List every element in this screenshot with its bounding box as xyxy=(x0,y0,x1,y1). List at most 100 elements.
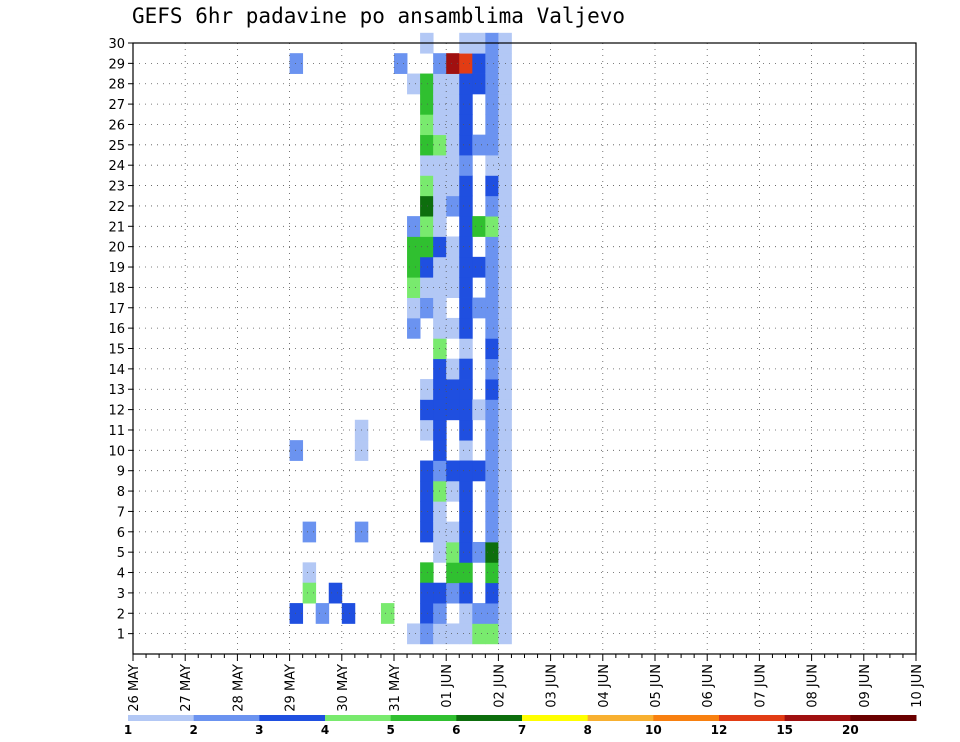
colorbar-label: 2 xyxy=(189,723,197,737)
heatmap-cell xyxy=(446,399,460,421)
heatmap-cell xyxy=(420,236,434,258)
heatmap-cell xyxy=(459,317,473,339)
colorbar-swatch xyxy=(456,715,523,721)
heatmap-cell xyxy=(420,480,434,502)
heatmap-cell xyxy=(446,175,460,197)
heatmap-cell xyxy=(446,277,460,298)
heatmap-cell xyxy=(420,521,434,543)
colorbar-swatch xyxy=(850,715,917,721)
heatmap-cell xyxy=(446,134,460,156)
cells-layer xyxy=(289,32,512,645)
colorbar-swatch xyxy=(784,715,851,721)
heatmap-cell xyxy=(485,562,499,584)
colorbar-swatch xyxy=(128,715,195,721)
y-tick-label: 3 xyxy=(117,587,125,602)
heatmap-cell xyxy=(407,216,421,237)
heatmap-cell xyxy=(420,216,434,237)
y-tick-label: 30 xyxy=(108,37,125,52)
heatmap-cell xyxy=(459,562,473,584)
heatmap-cell xyxy=(446,256,460,278)
heatmap-cell xyxy=(420,297,434,319)
heatmap-cell xyxy=(446,541,460,563)
heatmap-cell xyxy=(459,338,473,360)
colorbar-swatch xyxy=(719,715,786,721)
heatmap-cell xyxy=(485,358,499,380)
colorbar-label: 6 xyxy=(452,723,460,737)
heatmap-cell xyxy=(485,379,499,400)
y-tick-label: 19 xyxy=(108,261,125,276)
y-tick-label: 11 xyxy=(108,424,125,439)
heatmap-cell xyxy=(459,582,473,604)
heatmap-cell xyxy=(485,338,499,360)
heatmap-cell xyxy=(302,521,317,543)
heatmap-cell xyxy=(407,256,421,278)
heatmap-cell xyxy=(459,93,473,115)
y-tick-label: 8 xyxy=(117,485,125,500)
colorbar-label: 20 xyxy=(842,723,859,737)
heatmap-cell xyxy=(446,53,460,74)
y-tick-label: 18 xyxy=(108,281,125,296)
y-tick-label: 29 xyxy=(108,57,125,72)
heatmap-cell xyxy=(341,603,356,624)
heatmap-cell xyxy=(407,73,421,95)
y-tick-label: 9 xyxy=(117,465,125,480)
colorbar-label: 1 xyxy=(124,723,132,737)
heatmap-cell xyxy=(459,155,473,176)
y-tick-label: 13 xyxy=(108,383,125,398)
heatmap-cell xyxy=(420,134,434,156)
y-tick-label: 28 xyxy=(108,78,125,93)
heatmap-cell xyxy=(485,73,499,95)
heatmap-cell xyxy=(485,521,499,543)
y-tick-label: 16 xyxy=(108,322,125,337)
y-tick-label: 21 xyxy=(108,220,125,235)
heatmap-cell xyxy=(394,53,408,74)
colorbar-swatch xyxy=(259,715,326,721)
heatmap-cell xyxy=(459,358,473,380)
heatmap-cell xyxy=(407,317,421,339)
y-tick-label: 26 xyxy=(108,118,125,133)
x-tick-label: 29 MAY xyxy=(284,664,299,712)
heatmap-cell xyxy=(446,236,460,258)
heatmap-cell xyxy=(315,603,330,624)
heatmap-cell xyxy=(485,93,499,115)
y-tick-label: 25 xyxy=(108,139,125,154)
y-tick-label: 6 xyxy=(117,526,125,541)
colorbar-label: 8 xyxy=(583,723,591,737)
heatmap-cell xyxy=(420,460,434,482)
colorbar-swatch xyxy=(653,715,720,721)
heatmap-cell xyxy=(420,195,434,217)
heatmap-cell xyxy=(289,603,304,624)
x-tick-label: 30 MAY xyxy=(336,664,351,712)
heatmap-cell xyxy=(459,440,473,461)
heatmap-cell xyxy=(485,541,499,563)
heatmap-cell xyxy=(446,358,460,380)
heatmap-cell xyxy=(472,53,486,74)
heatmap-cell xyxy=(446,73,460,95)
heatmap-cell xyxy=(420,582,434,604)
heatmap-cell xyxy=(446,582,460,604)
heatmap-cell xyxy=(485,195,499,217)
colorbar-swatch xyxy=(325,715,392,721)
heatmap-cell xyxy=(485,134,499,156)
heatmap-cell xyxy=(485,603,499,624)
colorbar-label: 10 xyxy=(645,723,662,737)
y-tick-label: 27 xyxy=(108,98,125,113)
heatmap-cell xyxy=(302,582,317,604)
y-tick-label: 12 xyxy=(108,404,125,419)
heatmap-cell xyxy=(485,114,499,136)
heatmap-cell xyxy=(459,379,473,400)
y-tick-label: 4 xyxy=(117,567,125,582)
heatmap-cell xyxy=(420,73,434,95)
y-tick-label: 15 xyxy=(108,343,125,358)
x-tick-label: 26 MAY xyxy=(127,664,142,712)
heatmap-cell xyxy=(459,419,473,441)
heatmap-cell xyxy=(328,582,343,604)
heatmap-cell xyxy=(446,114,460,136)
chart-title: GEFS 6hr padavine po ansamblima Valjevo xyxy=(132,4,626,28)
heatmap-cell xyxy=(459,297,473,319)
heatmap-cell xyxy=(485,155,499,176)
colorbar-label: 7 xyxy=(518,723,526,737)
heatmap-cell xyxy=(485,236,499,258)
heatmap-cell xyxy=(459,399,473,421)
